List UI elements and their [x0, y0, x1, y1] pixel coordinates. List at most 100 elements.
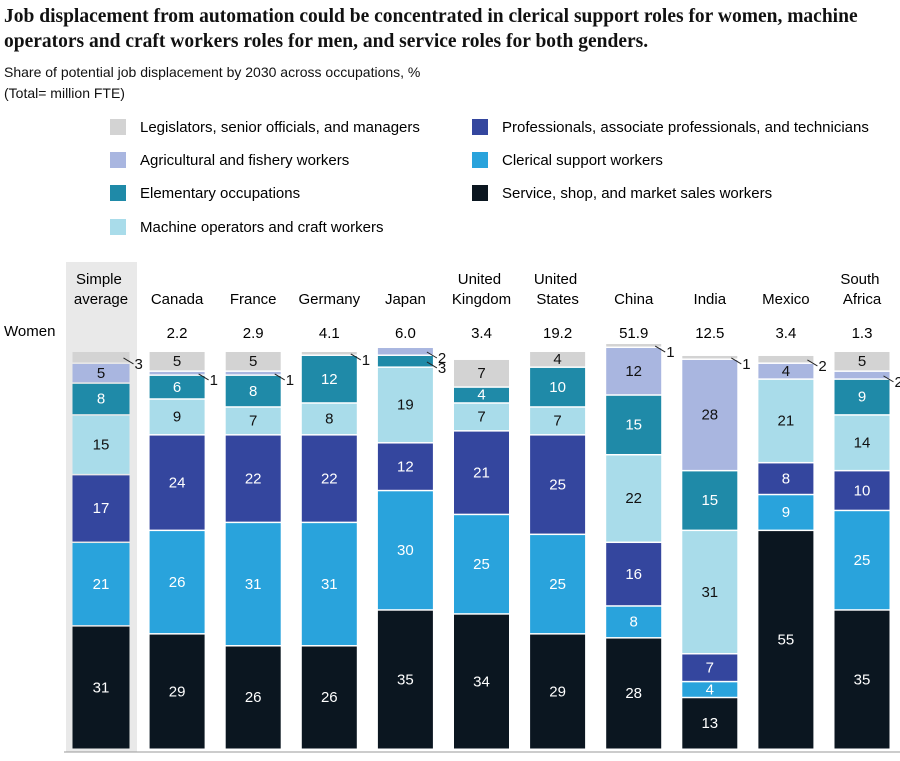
segment-label: 4 [782, 363, 790, 380]
bar-segment [72, 543, 130, 626]
bar-segment [682, 531, 738, 653]
bar-segment [834, 379, 890, 415]
segment-label: 13 [701, 715, 718, 732]
bar-segment [72, 415, 130, 474]
bar-segment [758, 355, 814, 363]
bar-segment [834, 511, 890, 610]
bar-segment [225, 523, 281, 646]
bar-segment [301, 403, 357, 435]
segment-label: 10 [549, 379, 566, 396]
category-label: India [694, 291, 727, 308]
bar-segment [225, 352, 281, 371]
segment-label: 26 [321, 689, 338, 706]
segment-label: 21 [778, 413, 795, 430]
segment-label: 2 [895, 374, 900, 391]
total-label: 6.0 [395, 325, 416, 342]
callout-line [350, 353, 362, 361]
bar-segment [225, 646, 281, 749]
bar-segment [606, 455, 662, 542]
bar-segment [758, 463, 814, 494]
segment-label: 1 [362, 352, 370, 369]
segment-label: 7 [477, 409, 485, 426]
category-label: Japan [385, 291, 426, 308]
bar-segment [682, 698, 738, 749]
bar-segment [530, 435, 586, 534]
segment-label: 29 [169, 683, 186, 700]
bar-segment [72, 363, 130, 383]
segment-label: 21 [473, 464, 490, 481]
segment-label: 31 [701, 584, 718, 601]
segment-label: 29 [549, 683, 566, 700]
segment-label: 15 [701, 492, 718, 509]
bar-segment [606, 543, 662, 606]
segment-label: 2 [438, 350, 446, 367]
bar-segment [377, 443, 433, 490]
bar-segment [301, 646, 357, 749]
legend-label: Agricultural and fishery workers [140, 152, 349, 169]
segment-label: 16 [625, 566, 642, 583]
unit-note: (Total= million FTE) [4, 85, 125, 101]
segment-label: 22 [245, 470, 262, 487]
segment-label: 35 [397, 671, 414, 688]
bar-segment [454, 431, 509, 514]
bar-segment [377, 491, 433, 610]
segment-label: 3 [438, 360, 446, 377]
bar-segment [225, 375, 281, 407]
bar-segment [377, 367, 433, 443]
total-label: 19.2 [543, 325, 572, 342]
segment-label: 26 [169, 574, 186, 591]
legend-swatch [472, 119, 488, 135]
segment-label: 3 [135, 356, 143, 373]
segment-label: 4 [706, 681, 714, 698]
bar-segment [682, 471, 738, 530]
bar-segment [377, 355, 433, 367]
legend-label: Legislators, senior officials, and manag… [140, 119, 420, 136]
segment-label: 25 [549, 476, 566, 493]
bar-segment [606, 344, 662, 347]
bar-segment [606, 395, 662, 454]
bar-segment [682, 359, 738, 470]
subtitle: Share of potential job displacement by 2… [4, 64, 421, 80]
total-label: 3.4 [775, 325, 796, 342]
bar-segment [72, 626, 130, 749]
bar-segment [834, 471, 890, 510]
segment-label: 7 [249, 413, 257, 430]
segment-label: 1 [666, 344, 674, 361]
segment-label: 7 [477, 365, 485, 382]
segment-label: 12 [397, 458, 414, 475]
callout-line [123, 357, 134, 365]
bar-segment [530, 407, 586, 435]
callout-line [426, 351, 438, 359]
segment-label: 30 [397, 542, 414, 559]
bar-segment [454, 359, 509, 387]
bar-segment [758, 363, 814, 379]
bar-segment [758, 379, 814, 462]
segment-label: 15 [625, 417, 642, 434]
bar-segment [606, 606, 662, 638]
segment-label: 12 [321, 371, 338, 388]
segment-label: 17 [93, 500, 110, 517]
segment-label: 1 [286, 372, 294, 389]
bar-segment [454, 387, 509, 403]
bar-segment [834, 415, 890, 470]
callout-line [274, 373, 285, 381]
bar-segment [606, 638, 662, 749]
segment-label: 22 [321, 470, 338, 487]
bar-segment [606, 348, 662, 395]
segment-label: 6 [173, 379, 181, 396]
bar-segment [72, 352, 130, 363]
segment-label: 34 [473, 673, 490, 690]
legend-label: Professionals, associate professionals, … [502, 119, 869, 136]
category-label: France [230, 291, 277, 308]
bar-segment [149, 399, 205, 435]
bar-segment [682, 355, 738, 359]
panel-label: Women [4, 323, 55, 340]
segment-label: 25 [854, 552, 871, 569]
segment-label: 8 [325, 411, 333, 428]
bar-segment [377, 348, 433, 355]
segment-label: 55 [778, 632, 795, 649]
segment-label: 8 [630, 614, 638, 631]
segment-label: 14 [854, 435, 871, 452]
